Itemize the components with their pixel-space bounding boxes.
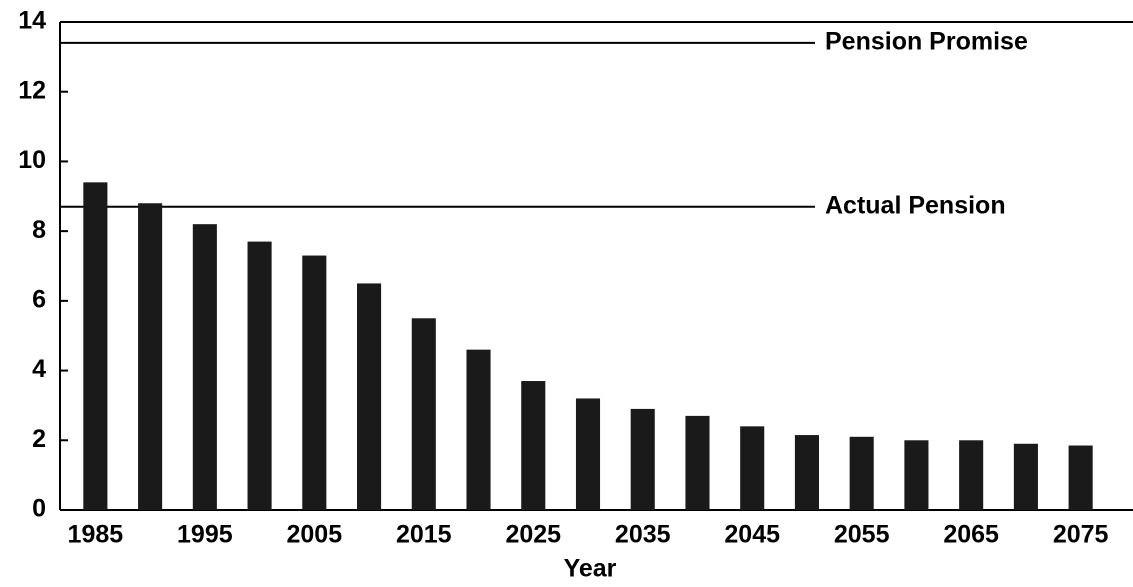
bar: [575, 398, 601, 510]
bar: [466, 349, 491, 510]
y-tick-label: 14: [18, 7, 46, 35]
bar: [904, 440, 929, 510]
x-tick-label: 1985: [68, 521, 124, 549]
x-tick-label: 2075: [1053, 521, 1109, 549]
x-tick-label: 2025: [505, 521, 561, 549]
bar: [849, 436, 874, 510]
x-tick-label: 2015: [396, 521, 452, 549]
bar: [138, 203, 163, 510]
bar: [794, 435, 819, 510]
y-tick-label: 0: [32, 495, 46, 523]
bar: [740, 426, 765, 510]
x-tick-label: 2065: [943, 521, 999, 549]
bar: [959, 440, 984, 510]
bar: [521, 381, 546, 510]
bar: [83, 182, 108, 511]
y-tick-label: 8: [32, 216, 46, 244]
bar: [302, 255, 327, 510]
bar: [1068, 445, 1093, 510]
bar: [357, 283, 382, 510]
reference-label: Actual Pension: [825, 191, 1006, 219]
bar: [685, 415, 710, 510]
y-tick-label: 2: [32, 425, 46, 453]
x-tick-label: 2045: [724, 521, 780, 549]
x-tick-label: 2055: [834, 521, 890, 549]
y-tick-label: 6: [32, 285, 46, 313]
x-tick-label: 2035: [615, 521, 671, 549]
y-tick-label: 10: [18, 146, 46, 174]
bar: [1013, 443, 1038, 510]
bar: [192, 224, 217, 510]
x-axis-label: Year: [564, 555, 617, 583]
bar: [411, 318, 436, 510]
reference-label: Pension Promise: [825, 28, 1028, 56]
x-tick-label: 2005: [287, 521, 343, 549]
bar: [247, 241, 272, 510]
x-tick-label: 1995: [177, 521, 233, 549]
y-tick-label: 12: [18, 76, 46, 104]
bar: [630, 408, 655, 510]
y-tick-label: 4: [32, 355, 46, 383]
